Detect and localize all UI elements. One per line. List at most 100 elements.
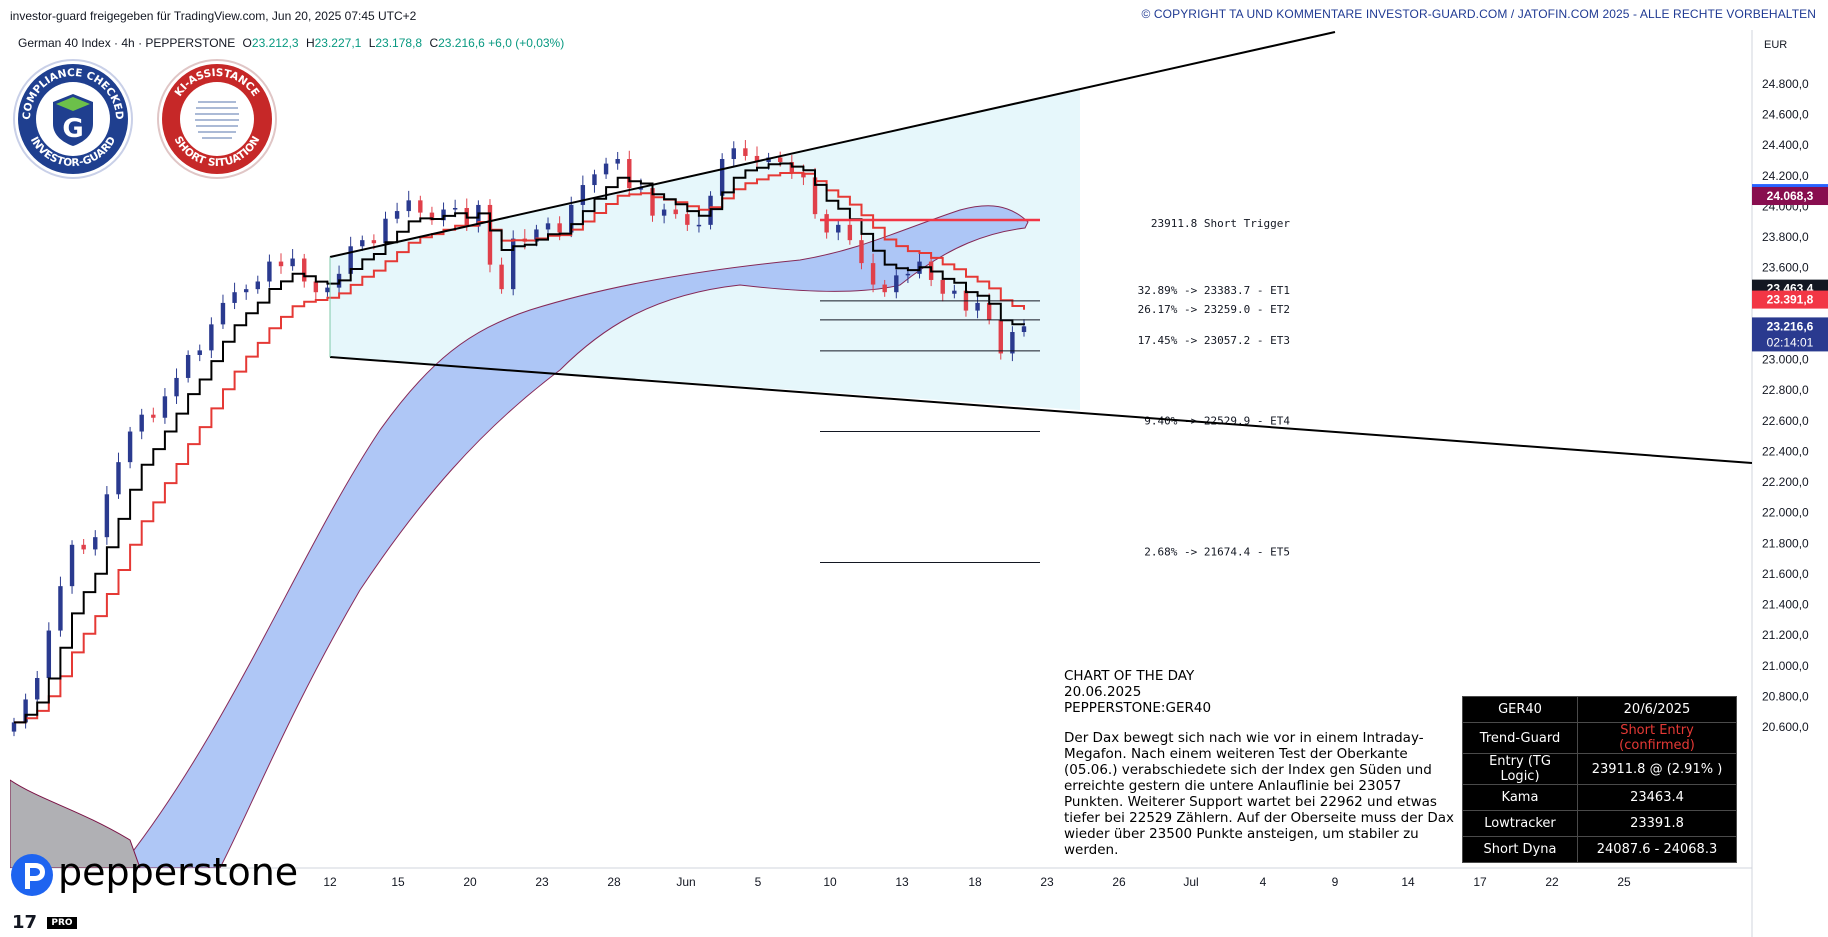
- candle-body[interactable]: [185, 354, 191, 378]
- candle-body[interactable]: [754, 155, 760, 163]
- lower-trendline[interactable]: [329, 356, 1752, 464]
- candle-body[interactable]: [859, 240, 864, 264]
- candle-body[interactable]: [487, 204, 493, 265]
- candle-body[interactable]: [534, 229, 539, 242]
- candle-body[interactable]: [452, 208, 458, 210]
- lowtracker-line: [14, 171, 1025, 724]
- candle-body[interactable]: [220, 302, 226, 325]
- candle-body[interactable]: [58, 586, 63, 631]
- candle-body[interactable]: [302, 258, 307, 282]
- table-cell: Short Entry (confirmed): [1577, 722, 1737, 754]
- candle-body[interactable]: [696, 224, 702, 227]
- close-value: 23.216,6: [438, 36, 485, 50]
- table-cell: GER40: [1462, 696, 1578, 723]
- copyright-notice: © COPYRIGHT TA UND KOMMENTARE INVESTOR-G…: [1141, 7, 1816, 21]
- candle-body[interactable]: [952, 290, 957, 294]
- price-chart[interactable]: 23911.8 Short Trigger 32.89% -> 23383.7 -…: [0, 30, 1828, 937]
- candle-body[interactable]: [615, 159, 620, 164]
- candle-body[interactable]: [360, 240, 365, 247]
- time-tick-label: 14: [1401, 875, 1415, 889]
- candle-body[interactable]: [232, 292, 237, 303]
- candle-body[interactable]: [894, 275, 899, 293]
- pepperstone-logo: pepperstone: [11, 852, 298, 896]
- candle-body[interactable]: [394, 211, 400, 219]
- candle-body[interactable]: [255, 281, 260, 290]
- candle-body[interactable]: [801, 172, 806, 178]
- candle-body[interactable]: [940, 279, 945, 294]
- candle-body[interactable]: [116, 462, 121, 495]
- candle-body[interactable]: [603, 163, 609, 175]
- candle-body[interactable]: [743, 148, 748, 156]
- candle-body[interactable]: [197, 350, 202, 355]
- candle-body[interactable]: [371, 240, 377, 244]
- candle-body[interactable]: [162, 396, 168, 418]
- candle-body[interactable]: [580, 185, 586, 205]
- candle-body[interactable]: [685, 214, 690, 225]
- candle-body[interactable]: [23, 699, 28, 723]
- price-tick-label: 21.200,0: [1762, 628, 1809, 642]
- candle-body[interactable]: [93, 537, 98, 550]
- candle-body[interactable]: [557, 223, 562, 233]
- candle-body[interactable]: [569, 204, 574, 233]
- candle-body[interactable]: [592, 174, 597, 186]
- candle-body[interactable]: [104, 494, 110, 538]
- candle-body[interactable]: [499, 264, 504, 290]
- candle-body[interactable]: [69, 544, 75, 587]
- candle-body[interactable]: [243, 289, 249, 293]
- candle-body[interactable]: [383, 218, 388, 244]
- target-levels[interactable]: 23911.8 Short Trigger 32.89% -> 23383.7 -…: [820, 217, 1290, 564]
- candle-body[interactable]: [882, 284, 887, 293]
- candle-body[interactable]: [998, 319, 1003, 354]
- candle-body[interactable]: [812, 177, 818, 215]
- candle-body[interactable]: [627, 159, 632, 189]
- shield-icon: [53, 94, 93, 146]
- candle-body[interactable]: [870, 263, 876, 285]
- candle-body[interactable]: [151, 414, 156, 418]
- candle-body[interactable]: [441, 209, 446, 221]
- candle-body[interactable]: [673, 209, 678, 215]
- candle-body[interactable]: [778, 157, 783, 163]
- candle-body[interactable]: [290, 258, 295, 267]
- candle-body[interactable]: [406, 200, 411, 212]
- candle-body[interactable]: [975, 302, 980, 311]
- candle-body[interactable]: [638, 188, 644, 190]
- candle-body[interactable]: [81, 544, 86, 550]
- candle-body[interactable]: [348, 246, 353, 274]
- candle-body[interactable]: [661, 209, 667, 216]
- candle-body[interactable]: [510, 238, 516, 290]
- price-axis[interactable]: 24.800,024.600,024.400,024.200,024.000,0…: [1762, 77, 1809, 734]
- candle-body[interactable]: [836, 224, 841, 233]
- time-axis[interactable]: 12 15 20 23 28 Jun 5 10 13 18 23 26 Jul 4 9 14 17 22 25: [323, 875, 1631, 889]
- price-tick-label: 22.600,0: [1762, 414, 1809, 428]
- time-tick-label: Jul: [1183, 875, 1198, 889]
- candle-body[interactable]: [325, 287, 330, 293]
- target-level-label: 26.17% -> 23259.0 - ET2: [1138, 303, 1290, 316]
- candle-body[interactable]: [209, 324, 214, 351]
- cotd-title: CHART OF THE DAY: [1064, 668, 1195, 684]
- candle-body[interactable]: [719, 159, 725, 196]
- candle-body[interactable]: [127, 431, 133, 463]
- candle-body[interactable]: [824, 214, 829, 233]
- table-cell: Short Dyna: [1462, 836, 1578, 863]
- candle-body[interactable]: [545, 223, 551, 230]
- candle-body[interactable]: [174, 377, 179, 397]
- candle-body[interactable]: [46, 630, 52, 679]
- candle-body[interactable]: [278, 261, 284, 267]
- candle-body[interactable]: [429, 212, 435, 221]
- candle-body[interactable]: [731, 148, 736, 160]
- candle-body[interactable]: [986, 302, 992, 320]
- candle-body[interactable]: [267, 261, 272, 282]
- upper-trendline[interactable]: [329, 31, 1336, 258]
- candle-body[interactable]: [11, 722, 17, 732]
- candle-body[interactable]: [139, 414, 144, 432]
- candle-body[interactable]: [650, 188, 655, 216]
- candle-body[interactable]: [1021, 326, 1027, 333]
- candle-body[interactable]: [313, 281, 319, 293]
- candle-body[interactable]: [905, 273, 911, 276]
- target-level-label: 9.40% -> 22529.9 - ET4: [1144, 415, 1290, 428]
- candle-body[interactable]: [418, 200, 423, 213]
- table-row: GER40 20/6/2025: [1462, 696, 1737, 723]
- candle-body[interactable]: [847, 224, 853, 241]
- candle-body[interactable]: [35, 678, 40, 700]
- candle-body[interactable]: [1010, 332, 1015, 354]
